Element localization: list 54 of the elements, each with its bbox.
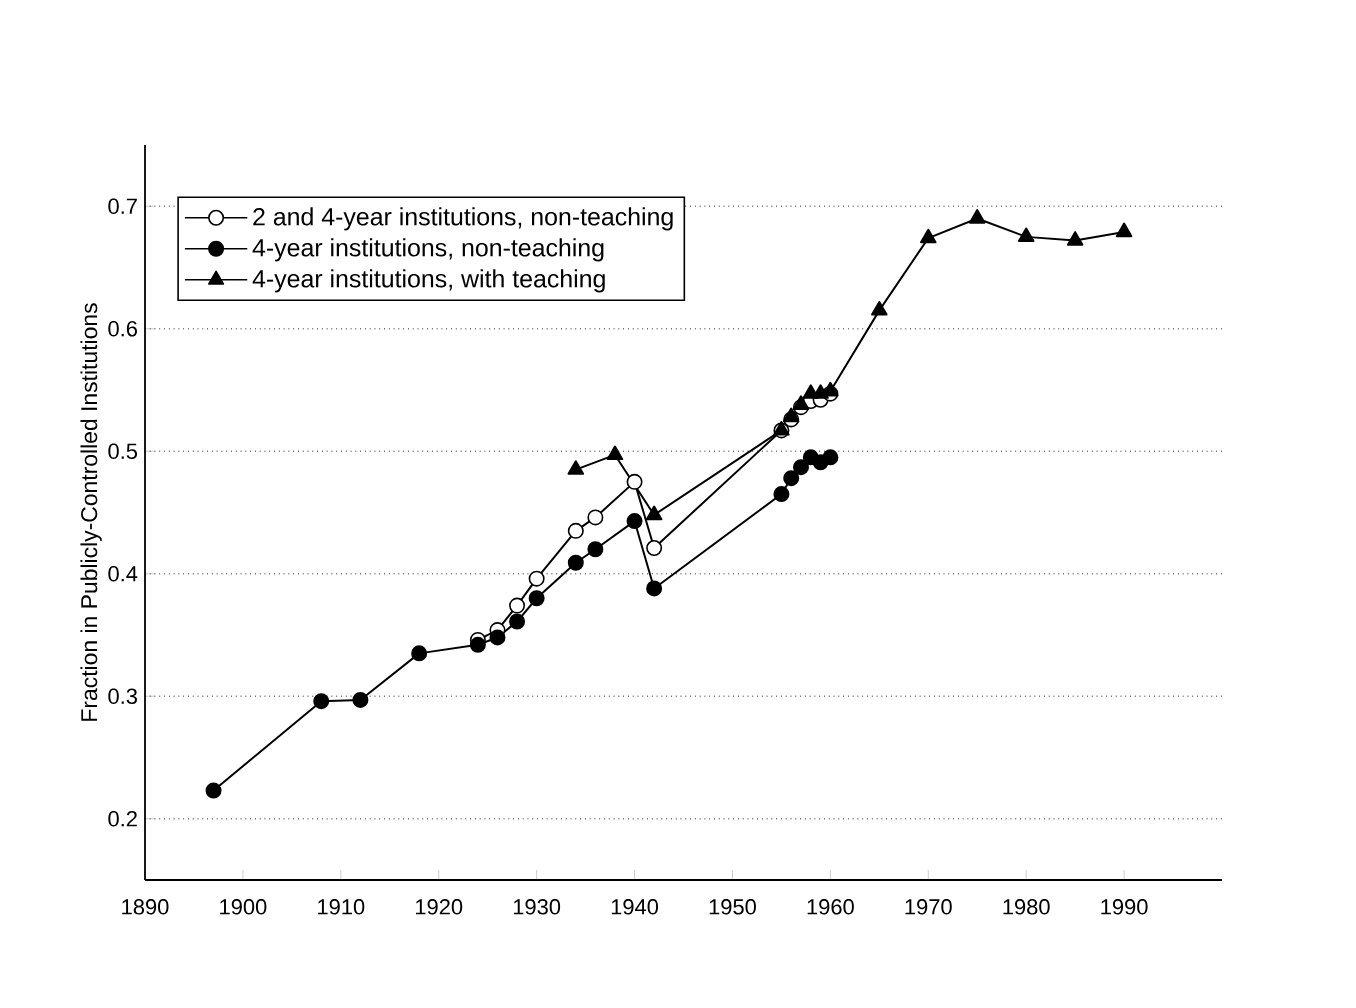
point [567,522,584,539]
x-tick-label: 1990 [1101,899,1148,915]
point [645,505,663,521]
point [822,449,839,466]
point [528,570,545,587]
x-tick-label: 1970 [905,899,952,915]
y-tick-label: 0.5 [108,443,138,460]
point [783,470,800,487]
x-tick-label: 1920 [416,899,463,915]
y-axis-title: Fraction in Publicly-Controlled Institutions [80,303,102,721]
point [871,300,888,316]
point [1115,222,1133,238]
point [773,486,790,503]
y-tick-label: 0.6 [108,321,137,337]
point [920,228,937,244]
point [626,473,643,490]
y-tick-label: 0.3 [108,688,137,705]
point [606,445,624,461]
x-tick-label: 1910 [318,899,365,915]
y-tick-label: 0.7 [108,198,137,215]
point [567,554,584,571]
point [793,459,809,476]
point [509,597,526,614]
point [626,513,643,530]
point [782,407,800,423]
point [205,782,222,799]
x-tick-label: 1960 [807,899,854,915]
point [411,645,428,662]
point [313,693,330,710]
point [1017,227,1035,243]
point [528,590,545,607]
point [646,580,663,597]
y-tick-label: 0.2 [108,811,137,827]
x-tick-label: 1890 [122,899,169,915]
x-tick-label: 1940 [611,899,659,915]
x-tick-label: 1950 [709,899,756,915]
point [567,460,585,475]
legend-label: 2 and 4-year institutions, non-teaching [253,207,673,231]
point [587,541,604,558]
point [587,509,604,526]
x-tick-label: 1980 [1003,899,1050,915]
legend-label: 4-year institutions, non-teaching [252,238,604,262]
point [352,691,369,708]
point [646,540,663,557]
y-tick-label: 0.4 [108,566,138,582]
point [469,636,486,653]
point [509,613,526,630]
point [792,395,810,410]
point [1066,231,1084,246]
x-tick-label: 1930 [513,899,561,915]
point [968,209,986,224]
point [489,629,506,646]
legend-label: 4-year institutions, with teaching [252,269,605,293]
x-tick-label: 1900 [220,899,267,915]
